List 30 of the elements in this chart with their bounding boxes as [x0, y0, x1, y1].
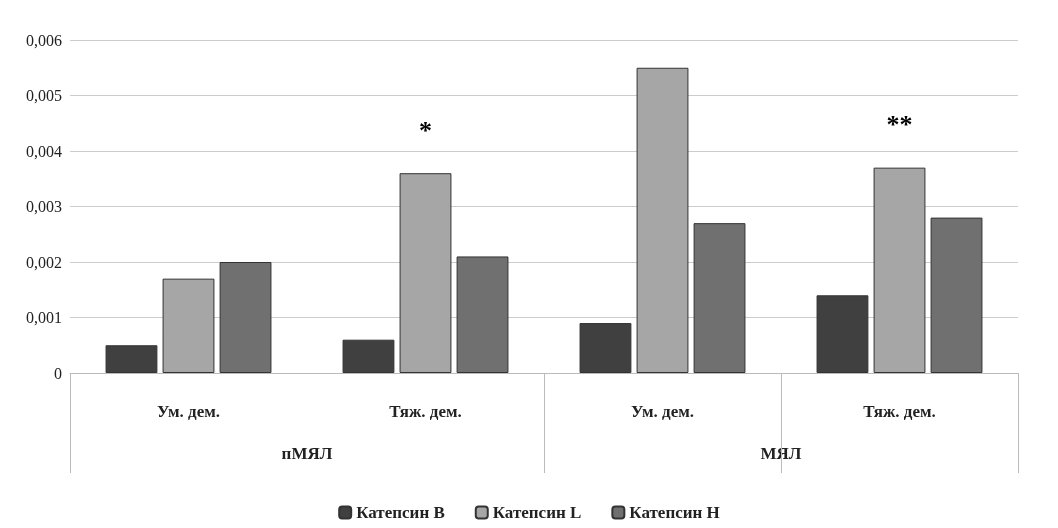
bar — [456, 256, 509, 373]
x-tick-label: Ум. дем. — [630, 402, 695, 421]
data-label: * — [419, 115, 432, 145]
y-tick-label: 0,003 — [26, 198, 62, 215]
bar — [873, 167, 926, 373]
bar — [579, 323, 632, 373]
y-tick-label: 0,005 — [26, 87, 62, 104]
y-tick-label: 0,004 — [26, 142, 62, 160]
bar — [816, 295, 869, 373]
bar — [342, 339, 395, 373]
x-tick-label: Тяж. дем. — [863, 402, 936, 421]
y-tick-label: 0 — [54, 364, 62, 382]
bar — [105, 345, 158, 373]
y-tick-label: 0,001 — [26, 309, 62, 326]
bar — [162, 278, 215, 373]
text: МЯЛ — [760, 444, 802, 463]
bar — [693, 223, 746, 373]
y-tick-label: 0,002 — [26, 253, 62, 271]
text: пМЯЛ — [281, 444, 333, 463]
y-tick-label: 0,006 — [26, 31, 62, 49]
bar — [219, 262, 272, 373]
bar — [636, 67, 689, 373]
legend-label: Катепсин L — [492, 503, 582, 522]
x-tick-label: Ум. дем. — [156, 402, 221, 421]
legend-label: Катепсин H — [629, 503, 720, 522]
data-label: ** — [886, 110, 913, 140]
x-tick-label: Тяж. дем. — [389, 402, 462, 421]
bar — [399, 173, 452, 373]
bar — [930, 217, 983, 373]
legend-label: Катепсин B — [356, 503, 445, 522]
